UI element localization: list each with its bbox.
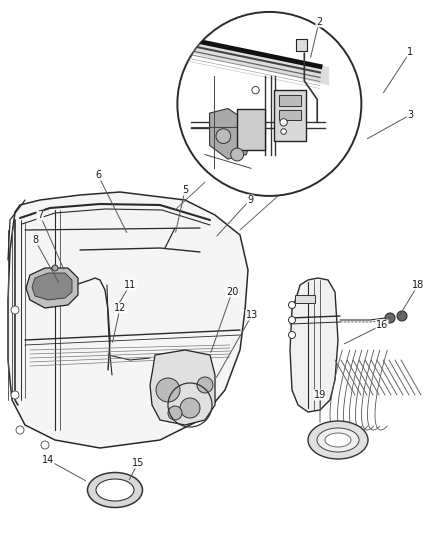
Text: 5: 5 <box>182 185 188 195</box>
Text: 18: 18 <box>412 280 424 290</box>
Circle shape <box>177 12 361 196</box>
Ellipse shape <box>308 421 368 459</box>
Ellipse shape <box>88 472 142 507</box>
Circle shape <box>168 406 182 420</box>
Circle shape <box>231 148 244 161</box>
Circle shape <box>289 302 296 309</box>
Text: 1: 1 <box>407 47 413 57</box>
Text: 15: 15 <box>132 458 144 468</box>
Ellipse shape <box>317 428 359 452</box>
FancyBboxPatch shape <box>295 295 315 303</box>
Polygon shape <box>290 278 338 412</box>
Polygon shape <box>209 109 251 159</box>
Circle shape <box>280 119 287 126</box>
Text: 16: 16 <box>376 320 388 330</box>
Ellipse shape <box>96 479 134 501</box>
Ellipse shape <box>325 433 351 447</box>
Polygon shape <box>26 268 78 308</box>
FancyBboxPatch shape <box>279 110 301 119</box>
Text: 7: 7 <box>37 210 43 220</box>
FancyBboxPatch shape <box>237 109 265 150</box>
Circle shape <box>156 378 180 402</box>
Circle shape <box>397 311 407 321</box>
Text: 11: 11 <box>124 280 136 290</box>
Circle shape <box>289 317 296 324</box>
Text: 8: 8 <box>32 235 38 245</box>
Circle shape <box>252 86 259 94</box>
Text: 20: 20 <box>226 287 238 297</box>
Circle shape <box>41 441 49 449</box>
FancyBboxPatch shape <box>274 90 306 141</box>
Text: 3: 3 <box>407 110 413 120</box>
Circle shape <box>197 377 213 393</box>
Polygon shape <box>8 192 248 448</box>
FancyBboxPatch shape <box>297 39 307 51</box>
Polygon shape <box>32 273 72 300</box>
Text: 2: 2 <box>316 17 322 27</box>
FancyBboxPatch shape <box>279 95 301 106</box>
Circle shape <box>11 306 19 314</box>
Circle shape <box>281 129 286 134</box>
Circle shape <box>180 398 200 418</box>
Text: 13: 13 <box>246 310 258 320</box>
Circle shape <box>11 391 19 399</box>
Text: 14: 14 <box>42 455 54 465</box>
Text: 12: 12 <box>114 303 126 313</box>
Circle shape <box>289 332 296 338</box>
Circle shape <box>385 313 395 323</box>
Polygon shape <box>150 350 215 425</box>
Circle shape <box>216 129 231 143</box>
Circle shape <box>16 426 24 434</box>
Text: 9: 9 <box>247 195 253 205</box>
Text: 19: 19 <box>314 390 326 400</box>
Text: 6: 6 <box>95 170 101 180</box>
Polygon shape <box>191 39 329 85</box>
Circle shape <box>52 265 58 271</box>
